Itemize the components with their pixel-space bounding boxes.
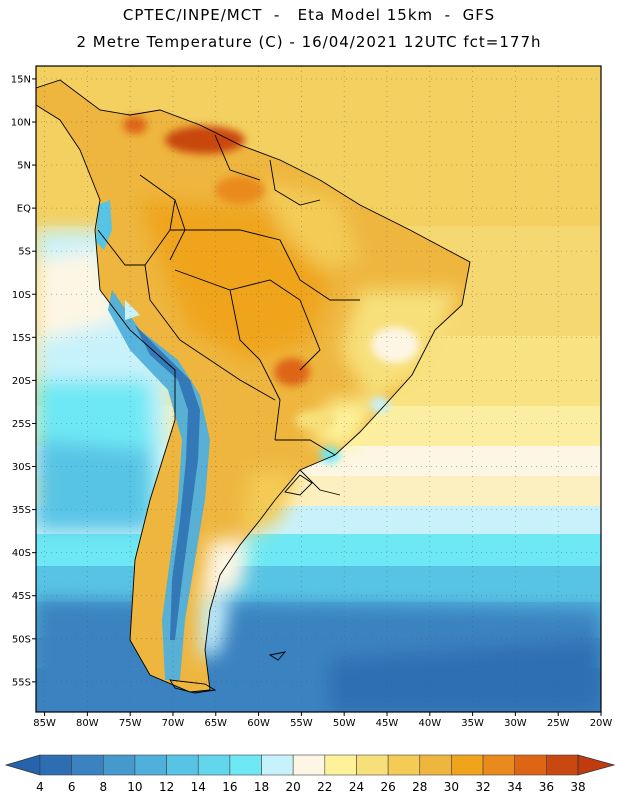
colorbar-swatch <box>292 754 326 776</box>
longitude-axis: 85W 80W 75W 70W 65W 60W 55W 50W 45W 40W 35W 30W 25W 2… <box>33 712 612 729</box>
colorbar-tick-label: 14 <box>191 780 206 794</box>
lat-tick-label: 10N <box>11 117 31 128</box>
colorbar: 4 6 8 10 12 14 16 18 20 22 24 26 28 30 32 34 36 38 <box>4 754 616 794</box>
lat-tick-label: 40S <box>12 548 31 559</box>
lat-tick-label: 15N <box>11 74 31 85</box>
colorbar-swatch <box>102 754 136 776</box>
lon-tick-label: 80W <box>76 718 99 729</box>
colorbar-tick-label: 38 <box>570 780 585 794</box>
colorbar-tick-label: 12 <box>159 780 174 794</box>
lon-tick-label: 70W <box>162 718 185 729</box>
lat-tick-label: EQ <box>17 204 31 215</box>
lat-tick-label: 15S <box>12 333 31 344</box>
lon-tick-label: 20W <box>590 718 613 729</box>
colorbar-tick-label: 36 <box>539 780 554 794</box>
lat-tick-label: 35S <box>12 505 31 516</box>
colorbar-low-extension <box>4 754 41 776</box>
colorbar-swatch <box>71 754 104 776</box>
lon-tick-label: 60W <box>247 718 270 729</box>
lon-tick-label: 25W <box>547 718 570 729</box>
lat-tick-label: 10S <box>12 290 31 301</box>
colorbar-swatch <box>451 754 484 776</box>
colorbar-tick-label: 4 <box>36 780 44 794</box>
colorbar-swatch <box>387 754 421 776</box>
lon-tick-label: 50W <box>333 718 356 729</box>
colorbar-tick-label: 26 <box>380 780 395 794</box>
lat-tick-label: 55S <box>12 677 31 688</box>
colorbar-tick-label: 32 <box>475 780 490 794</box>
colorbar-swatch <box>261 754 294 776</box>
lat-tick-label: 30S <box>12 462 31 473</box>
colorbar-swatch <box>197 754 231 776</box>
colorbar-tick-label: 34 <box>507 780 522 794</box>
colorbar-swatch <box>39 754 72 776</box>
temperature-field <box>36 66 601 712</box>
lat-tick-label: 45S <box>12 591 31 602</box>
lon-tick-label: 75W <box>119 718 142 729</box>
chart-title-line-1: CPTEC/INPE/MCT - Eta Model 15km - GFS <box>122 6 496 24</box>
colorbar-swatch <box>356 754 389 776</box>
colorbar-high-extension <box>577 754 616 776</box>
colorbar-swatch <box>229 754 262 776</box>
colorbar-tick-label: 18 <box>254 780 269 794</box>
colorbar-tick-label: 8 <box>99 780 107 794</box>
colorbar-swatch <box>482 754 516 776</box>
lat-tick-label: 20S <box>12 376 31 387</box>
lat-tick-label: 5N <box>17 161 31 172</box>
colorbar-tick-label: 16 <box>222 780 237 794</box>
colorbar-tick-label: 24 <box>349 780 364 794</box>
latitude-axis: 15N 10N 5N EQ 5S 10S 15S 20S 25S 30S 35S 40S 45S 50S 5… <box>11 74 36 688</box>
lon-tick-label: 35W <box>461 718 484 729</box>
colorbar-swatch <box>166 754 199 776</box>
colorbar-tick-label: 28 <box>412 780 427 794</box>
colorbar-swatch <box>546 754 579 776</box>
colorbar-tick-label: 10 <box>127 780 142 794</box>
colorbar-tick-label: 30 <box>444 780 459 794</box>
colorbar-swatch <box>514 754 547 776</box>
colorbar-tick-label: 20 <box>286 780 301 794</box>
lon-tick-label: 40W <box>418 718 441 729</box>
lon-tick-label: 45W <box>376 718 399 729</box>
chart-title-line-2: 2 Metre Temperature (C) - 16/04/2021 12U… <box>76 33 542 51</box>
colorbar-tick-label: 6 <box>68 780 76 794</box>
lon-tick-label: 55W <box>290 718 313 729</box>
country-borders <box>36 79 471 693</box>
lat-tick-label: 5S <box>18 247 31 258</box>
colorbar-swatch <box>324 754 357 776</box>
map-frame <box>35 65 602 713</box>
lon-tick-label: 85W <box>33 718 56 729</box>
lon-tick-label: 30W <box>504 718 527 729</box>
lon-tick-label: 65W <box>204 718 227 729</box>
colorbar-tick-label: 22 <box>317 780 332 794</box>
lat-tick-label: 25S <box>12 419 31 430</box>
colorbar-swatch <box>134 754 167 776</box>
colorbar-swatch <box>419 754 452 776</box>
lat-tick-label: 50S <box>12 634 31 645</box>
